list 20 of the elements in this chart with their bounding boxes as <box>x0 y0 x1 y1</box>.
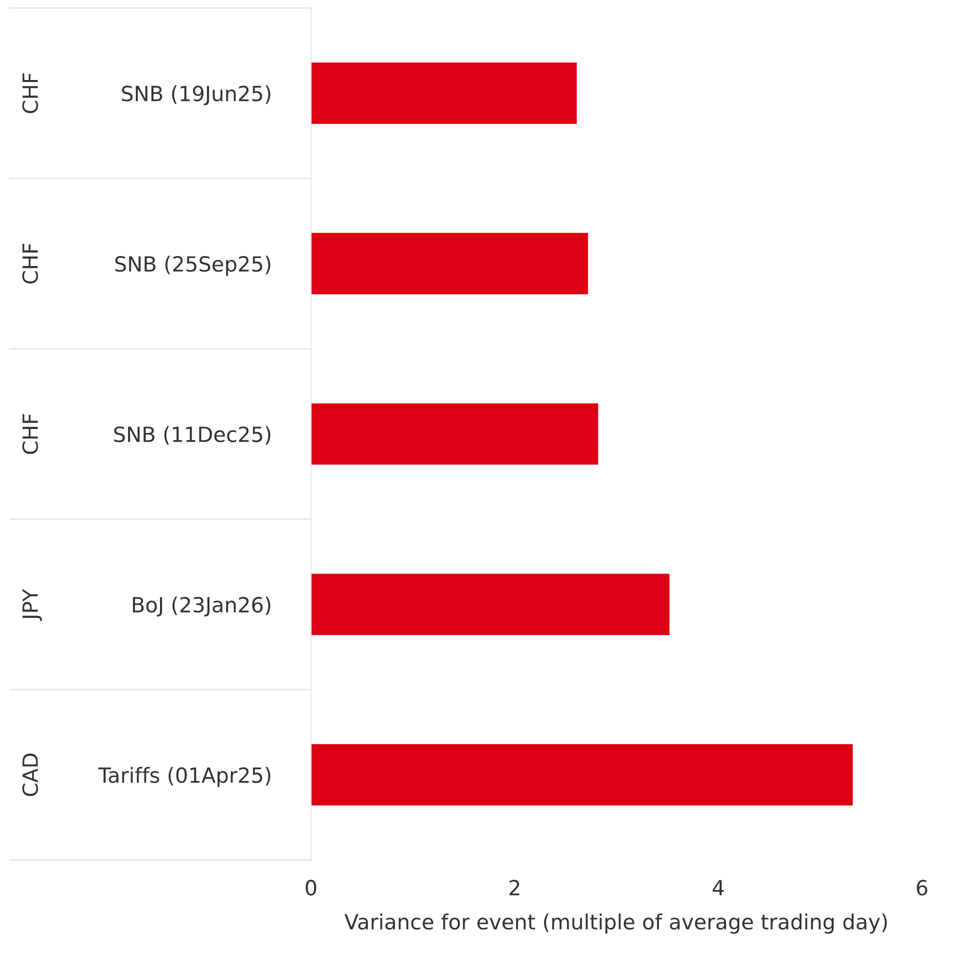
x-tick-label: 2 <box>510 880 520 896</box>
y-tick-label: BoJ (23Jan26) <box>132 596 270 616</box>
text: CHF <box>22 414 38 454</box>
y-tick-label: SNB (25Sep25) <box>115 256 270 276</box>
bar <box>311 232 588 294</box>
y-tick-label: Tariffs (01Apr25) <box>98 766 270 788</box>
x-tick-label: 6 <box>916 880 928 896</box>
bar <box>311 744 853 806</box>
bar <box>311 574 670 636</box>
y-tick-label: SNB (19Jun25) <box>122 85 270 106</box>
bar <box>311 403 598 465</box>
x-axis-title: Variance for event (multiple of average trading day) <box>344 913 887 934</box>
text: CHF <box>22 73 38 114</box>
y-tick-label: SNB (11Dec25) <box>114 426 270 445</box>
text: CHF <box>22 244 38 284</box>
x-tick-label: 4 <box>712 880 724 896</box>
text: CAD <box>22 754 38 796</box>
text: JPY <box>22 588 42 621</box>
x-tick-label: 0 <box>306 880 316 896</box>
bar <box>311 62 577 124</box>
